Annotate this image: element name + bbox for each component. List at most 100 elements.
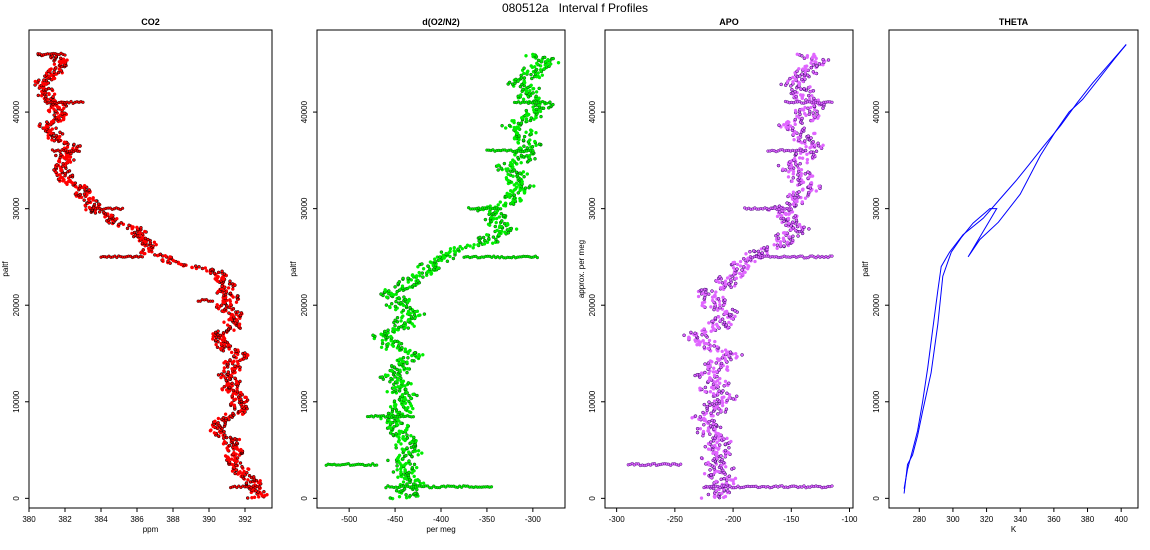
data-point: [717, 446, 721, 450]
data-point: [522, 144, 526, 148]
data-point: [242, 469, 246, 474]
data-point: [400, 284, 405, 288]
data-point: [518, 171, 522, 175]
x-axis-label: ppm: [143, 525, 159, 534]
data-point: [541, 106, 546, 111]
data-point: [706, 492, 711, 497]
data-point: [483, 238, 487, 243]
panel-1: CO2 380 382 384 386 388 390 392 0 10000 20000 30000…: [1, 17, 273, 534]
data-point: [708, 376, 712, 380]
data-point: [418, 313, 422, 317]
data-point: [696, 294, 701, 299]
data-point: [782, 122, 786, 127]
data-point: [52, 107, 56, 111]
data-point: [200, 266, 205, 271]
data-point: [731, 260, 735, 265]
data-point: [525, 172, 530, 176]
data-point: [222, 429, 226, 434]
data-point: [524, 54, 528, 58]
data-point: [499, 166, 504, 171]
data-point: [748, 249, 752, 254]
data-point: [551, 102, 555, 107]
data-point: [409, 315, 414, 319]
data-point: [228, 291, 233, 296]
data-point: [214, 342, 218, 347]
data-point: [699, 288, 704, 292]
data-point: [516, 94, 520, 99]
data-point: [783, 230, 787, 235]
data-point: [251, 475, 256, 479]
data-point: [809, 136, 813, 140]
y-tick-label: 30000: [588, 197, 597, 220]
data-point: [786, 216, 791, 221]
data-point: [795, 69, 799, 74]
data-point: [507, 123, 512, 128]
data-point: [728, 350, 733, 354]
data-point: [512, 183, 517, 187]
data-point: [777, 123, 781, 127]
data-point: [139, 225, 143, 230]
data-point: [817, 184, 821, 188]
data-point: [403, 468, 407, 472]
data-point: [706, 447, 711, 451]
data-point: [702, 471, 707, 476]
x-tick-label: 280: [913, 515, 927, 524]
data-point: [92, 202, 97, 207]
data-point: [401, 314, 405, 318]
data-point: [245, 496, 250, 500]
data-point: [528, 184, 532, 188]
data-point: [794, 152, 799, 156]
data-point: [682, 333, 686, 338]
x-tick-label: 392: [238, 515, 252, 524]
data-point: [216, 329, 220, 333]
data-point: [384, 486, 388, 490]
data-point: [807, 112, 812, 117]
data-point: [804, 144, 808, 149]
plot-area: [324, 52, 561, 501]
data-point: [407, 393, 411, 398]
data-point: [797, 190, 801, 194]
data-point: [707, 400, 711, 404]
data-point: [388, 420, 393, 424]
data-point: [401, 456, 405, 461]
data-point: [422, 312, 427, 316]
data-point: [397, 432, 402, 436]
data-point: [380, 341, 385, 346]
data-point: [808, 85, 812, 89]
data-point: [210, 267, 214, 272]
data-point: [785, 201, 789, 205]
y-tick-label: 10000: [588, 390, 597, 413]
data-point: [790, 220, 795, 224]
data-point: [503, 230, 507, 235]
data-point: [392, 399, 397, 403]
data-point: [216, 416, 221, 421]
data-point: [711, 392, 716, 396]
data-point: [740, 272, 745, 277]
data-point: [506, 231, 511, 235]
data-point: [534, 90, 539, 94]
data-point: [519, 93, 523, 97]
data-point: [786, 79, 790, 83]
data-point: [160, 258, 165, 262]
data-point: [529, 72, 533, 77]
data-point: [140, 255, 144, 259]
data-point: [720, 317, 725, 321]
data-point: [717, 407, 721, 411]
data-point: [406, 356, 410, 360]
data-point: [62, 106, 66, 111]
data-point: [397, 494, 402, 499]
data-point: [405, 370, 409, 375]
data-point: [426, 484, 430, 488]
data-point: [701, 338, 705, 343]
x-tick-label: -300: [609, 515, 626, 524]
data-point: [386, 458, 390, 463]
data-point: [733, 281, 738, 286]
data-point: [421, 481, 426, 485]
data-point: [237, 322, 242, 326]
data-point: [738, 264, 743, 268]
data-point: [734, 276, 739, 281]
data-point: [794, 94, 798, 99]
data-point: [406, 326, 411, 330]
data-point: [714, 401, 719, 406]
data-point: [529, 83, 533, 88]
